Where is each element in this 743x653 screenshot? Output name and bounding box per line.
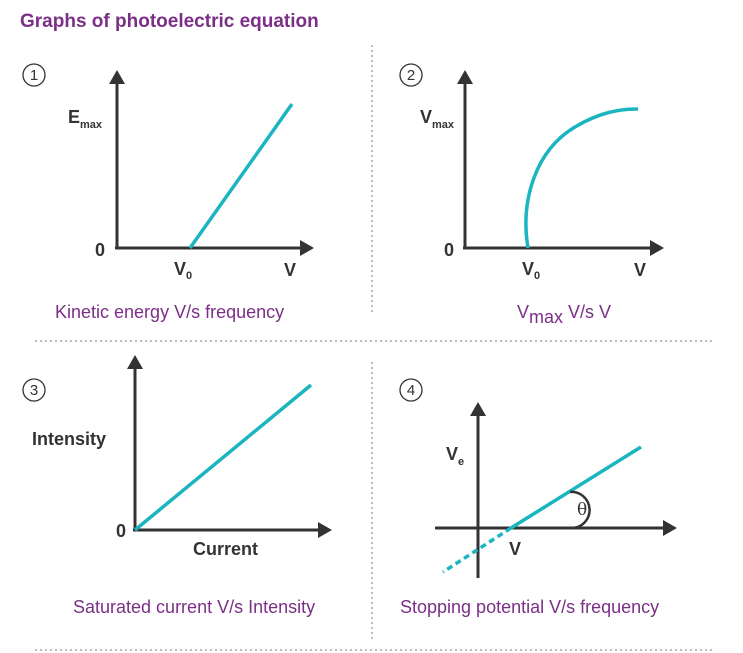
- panel-4-angle-label: θ: [577, 500, 587, 520]
- panel-3-number-badge: 3: [22, 378, 46, 402]
- panel-2-x-axis-arrowhead: [650, 240, 664, 256]
- panel-1-number: 1: [30, 67, 38, 84]
- panel-3-y-label: Intensity: [32, 429, 106, 449]
- page-title: Graphs of photoelectric equation: [20, 11, 319, 32]
- panel-2-x-marker: V0: [522, 259, 540, 282]
- panel-1-origin-label: 0: [95, 240, 105, 260]
- panel-2: 2 Vmax 0 V0 V Vmax V/s V: [399, 63, 664, 327]
- panel-4-y-label: Ve: [446, 444, 464, 468]
- panel-2-number-badge: 2: [399, 63, 423, 87]
- panel-4-number: 4: [407, 382, 415, 399]
- panel-1-line: [188, 102, 294, 250]
- panel-4-extrapolation-line: [442, 526, 512, 574]
- panel-3-x-label: Current: [193, 539, 258, 559]
- panel-3-number: 3: [30, 382, 38, 399]
- panel-3-caption: Saturated current V/s Intensity: [73, 597, 315, 617]
- panel-3: 3 Intensity 0 Current Saturated current …: [22, 355, 332, 617]
- panel-4-x-marker: V: [509, 539, 521, 559]
- panel-1-y-label: Emax: [68, 107, 103, 131]
- panel-3-x-axis-arrowhead: [318, 522, 332, 538]
- panel-2-y-axis-arrowhead: [457, 70, 473, 84]
- panel-2-x-label: V: [634, 260, 646, 280]
- panel-1-caption: Kinetic energy V/s frequency: [55, 302, 284, 322]
- panel-3-line: [133, 383, 313, 532]
- panel-2-origin-label: 0: [444, 240, 454, 260]
- panel-1-x-label: V: [284, 260, 296, 280]
- panel-2-curve: [524, 107, 639, 249]
- panel-2-caption: Vmax V/s V: [517, 302, 611, 327]
- panel-4-number-badge: 4: [399, 378, 423, 402]
- panel-4-x-axis-arrowhead: [663, 520, 677, 536]
- panel-1-x-marker: V0: [174, 259, 192, 282]
- panel-2-y-label: Vmax: [420, 107, 455, 131]
- panel-4-y-axis-arrowhead: [470, 402, 486, 416]
- panel-4-angle-arc: [569, 490, 591, 530]
- panel-1-x-axis-arrowhead: [300, 240, 314, 256]
- panel-2-number: 2: [407, 67, 415, 84]
- panel-1-number-badge: 1: [22, 63, 46, 87]
- panel-1: 1 Emax 0 V0 V Kinetic energy V/s frequen…: [22, 63, 314, 322]
- panel-4: 4 θ Ve V Stopping potential V/s frequenc…: [399, 378, 677, 617]
- panel-4-caption: Stopping potential V/s frequency: [400, 597, 659, 617]
- panel-3-y-axis-arrowhead: [127, 355, 143, 369]
- panel-4-line: [510, 445, 642, 530]
- panel-3-origin-label: 0: [116, 521, 126, 541]
- panel-1-y-axis-arrowhead: [109, 70, 125, 84]
